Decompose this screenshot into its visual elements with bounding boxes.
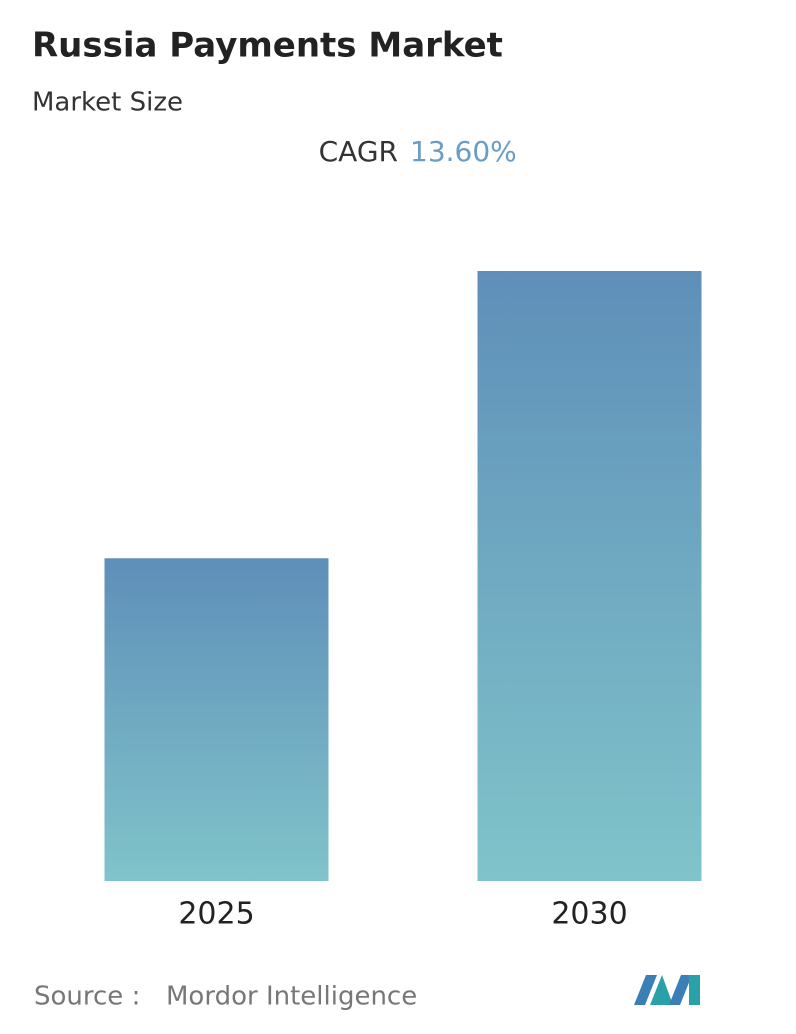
logo — [634, 975, 700, 1005]
x-tick-label: 2030 — [551, 897, 627, 932]
bar — [477, 271, 702, 881]
cagr-value: 13.60% — [410, 135, 517, 168]
chart-subtitle: Market Size — [32, 88, 183, 118]
bar — [104, 558, 329, 881]
source: Mordor Intelligence — [166, 982, 417, 1012]
cagr-label: CAGR — [319, 135, 398, 168]
chart-title: Russia Payments Market — [32, 26, 503, 66]
source-label: Source : — [34, 982, 140, 1012]
x-tick-label: 2025 — [178, 897, 254, 932]
